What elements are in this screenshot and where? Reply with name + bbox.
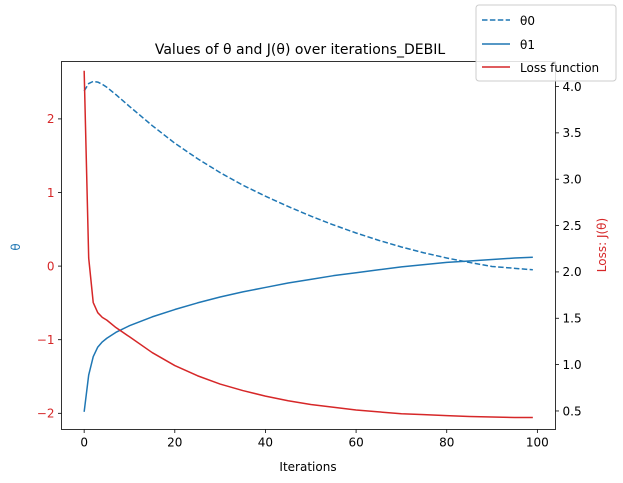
y-right-tick-label: 4.0	[563, 80, 582, 94]
y-left-tick-label: 2	[47, 112, 55, 126]
y-left-tick-label: 0	[47, 259, 55, 273]
series-line-1	[83, 256, 533, 412]
y-right-axis-label: Loss: J(θ)	[595, 218, 609, 272]
legend-label-theta1: θ1	[520, 38, 535, 52]
y-right-tick-label: 2.0	[563, 265, 582, 279]
x-axis-label: Iterations	[279, 460, 336, 474]
y-right-tick-label: 3.0	[563, 173, 582, 187]
y-left-tick-label: −1	[37, 333, 55, 347]
x-axis-ticks: 0 20 40 60 80 100	[80, 429, 549, 450]
legend-box	[475, 4, 617, 82]
x-tick-label: 0	[80, 436, 88, 450]
x-tick-label: 60	[348, 436, 363, 450]
y-left-axis-ticks: −2 −1 0 1 2	[37, 112, 62, 421]
series-line-2	[83, 70, 533, 419]
y-left-axis-label: θ	[9, 243, 23, 250]
x-tick-label: 100	[526, 436, 549, 450]
x-tick-label: 80	[439, 436, 454, 450]
legend: θ0 θ1 Loss function	[475, 4, 617, 82]
legend-label-loss: Loss function	[520, 61, 599, 75]
y-right-tick-label: 1.5	[563, 312, 582, 326]
y-right-tick-label: 0.5	[563, 404, 582, 418]
series-lines	[83, 70, 533, 419]
series-line-0	[83, 80, 533, 271]
y-right-tick-label: 2.5	[563, 219, 582, 233]
y-right-axis-ticks: 0.5 1.0 1.5 2.0 2.5 3.0 3.5 4.0	[555, 80, 582, 418]
plot-frame	[61, 61, 556, 430]
y-right-tick-label: 1.0	[563, 358, 582, 372]
chart-title: Values of θ and J(θ) over iterations_DEB…	[155, 42, 445, 58]
legend-label-theta0: θ0	[520, 14, 535, 28]
y-left-tick-label: 1	[47, 186, 55, 200]
x-tick-label: 20	[167, 436, 182, 450]
y-right-tick-label: 3.5	[563, 126, 582, 140]
x-tick-label: 40	[258, 436, 273, 450]
y-left-tick-label: −2	[37, 407, 55, 421]
